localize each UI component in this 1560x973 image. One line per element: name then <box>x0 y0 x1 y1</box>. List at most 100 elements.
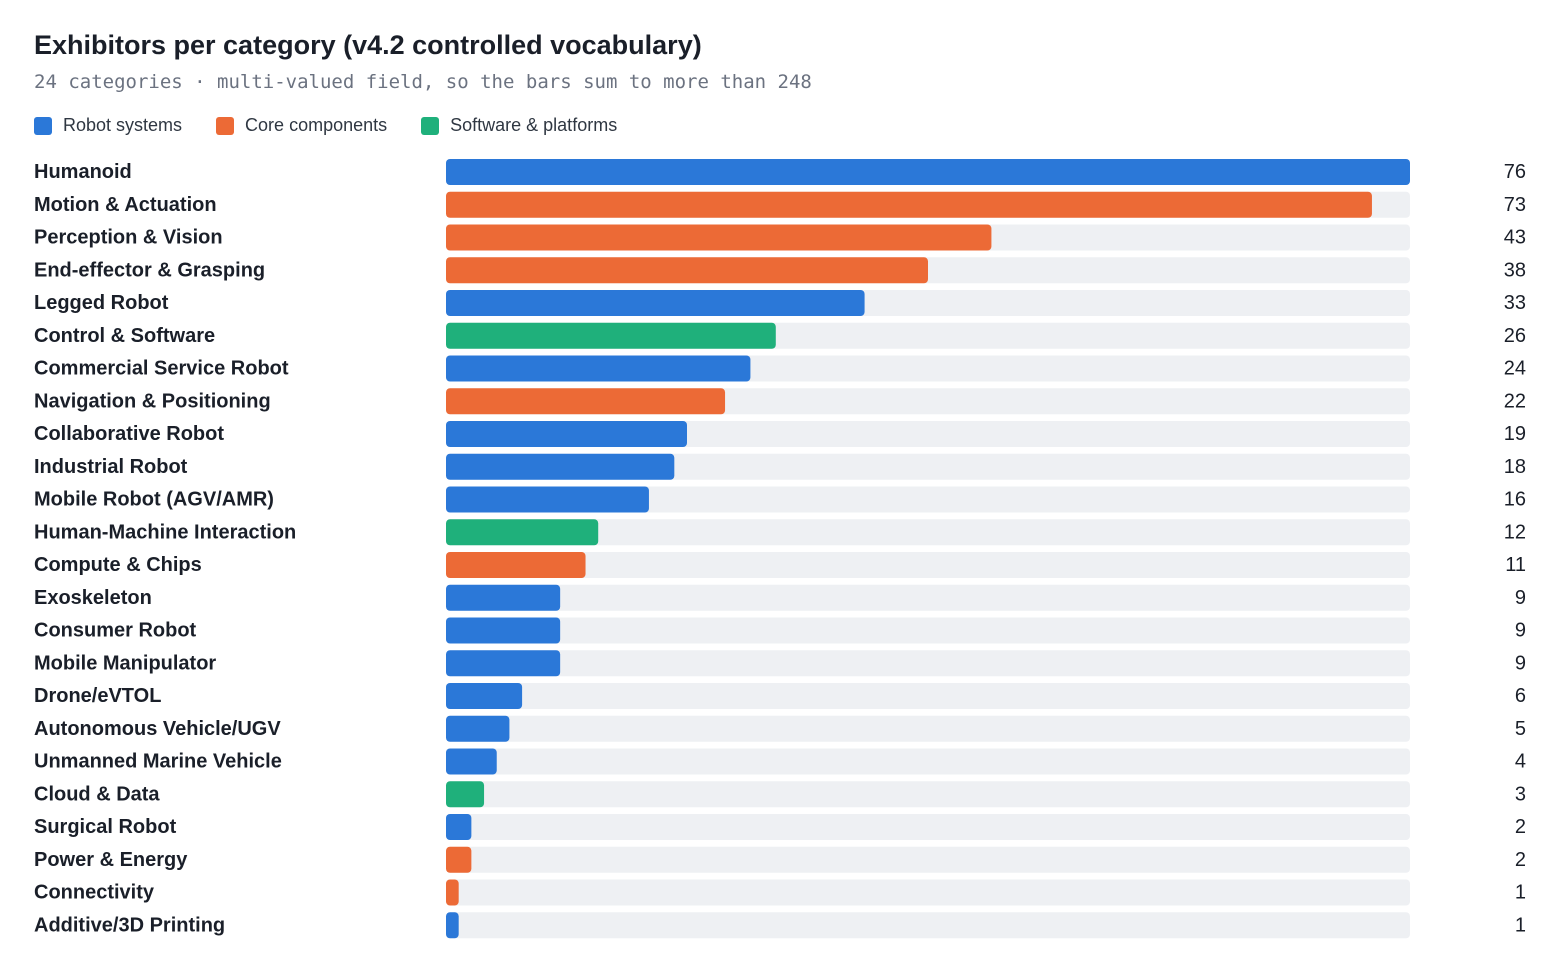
bar-track <box>446 879 1410 906</box>
value-label: 18 <box>1504 456 1526 478</box>
category-label: Motion & Actuation <box>34 194 217 216</box>
value-label: 3 <box>1515 783 1526 805</box>
value-label: 22 <box>1504 390 1526 412</box>
bar-row-consumer-robot: Consumer Robot 9 <box>34 617 1526 644</box>
bar-track <box>446 486 1410 513</box>
category-label: End-effector & Grasping <box>34 259 265 281</box>
bar <box>446 846 472 873</box>
category-label: Mobile Manipulator <box>34 652 216 674</box>
bar-row-industrial-robot: Industrial Robot 18 <box>34 453 1526 480</box>
value-label: 33 <box>1504 292 1526 314</box>
bar <box>446 191 1372 218</box>
bar <box>446 814 472 840</box>
bar-row-mobile-manipulator: Mobile Manipulator 9 <box>34 650 1526 677</box>
value-label: 43 <box>1504 227 1526 249</box>
category-label: Surgical Robot <box>34 816 177 838</box>
value-label: 2 <box>1515 816 1526 838</box>
legend-label-robot-systems: Robot systems <box>63 115 183 135</box>
legend-item-software-platforms: Software & platforms <box>421 115 617 136</box>
value-label: 9 <box>1515 652 1526 674</box>
bar-row-motion-actuation: Motion & Actuation 73 <box>34 191 1526 218</box>
category-label: Control & Software <box>34 325 215 347</box>
bar-row-legged-robot: Legged Robot 33 <box>34 290 1526 316</box>
value-label: 26 <box>1504 325 1526 347</box>
value-label: 24 <box>1504 358 1526 380</box>
value-label: 9 <box>1515 620 1526 642</box>
bar-row-human-machine-interaction: Human-Machine Interaction 12 <box>34 519 1526 546</box>
bar-track <box>446 650 1410 677</box>
value-label: 4 <box>1515 751 1526 773</box>
bar-row-humanoid: Humanoid 76 <box>34 159 1526 185</box>
bar <box>446 912 459 939</box>
legend-label-core-components: Core components <box>245 115 388 135</box>
category-label: Industrial Robot <box>34 456 188 478</box>
bar-track <box>446 519 1410 546</box>
category-label: Collaborative Robot <box>34 423 224 445</box>
value-label: 38 <box>1504 259 1526 281</box>
bar-row-power-energy: Power & Energy 2 <box>34 846 1526 873</box>
category-label: Additive/3D Printing <box>34 914 225 936</box>
bar <box>446 584 561 611</box>
category-label: Autonomous Vehicle/UGV <box>34 718 281 740</box>
bar <box>446 159 1410 185</box>
value-label: 2 <box>1515 849 1526 871</box>
bar-row-collaborative-robot: Collaborative Robot 19 <box>34 421 1526 447</box>
bar-row-compute-chips: Compute & Chips 11 <box>34 552 1526 578</box>
value-label: 1 <box>1515 882 1526 904</box>
bar-row-cloud-data: Cloud & Data 3 <box>34 781 1526 808</box>
bar-row-unmanned-marine-vehicle: Unmanned Marine Vehicle 4 <box>34 748 1526 775</box>
bar <box>446 617 561 644</box>
legend-item-robot-systems: Robot systems <box>34 115 182 136</box>
bar-row-drone-evtol: Drone/eVTOL 6 <box>34 683 1526 709</box>
bar-track <box>446 781 1410 808</box>
bar-track <box>446 552 1410 578</box>
legend-label-software-platforms: Software & platforms <box>450 115 618 135</box>
bar <box>446 224 992 251</box>
bar-track <box>446 814 1410 840</box>
bar <box>446 453 675 480</box>
bar-row-connectivity: Connectivity 1 <box>34 879 1526 906</box>
category-label: Legged Robot <box>34 292 169 314</box>
legend-swatch-core-components <box>216 116 235 135</box>
bar-track <box>446 683 1410 709</box>
bar <box>446 650 561 677</box>
bar <box>446 322 776 349</box>
category-label: Humanoid <box>34 161 132 183</box>
bar <box>446 781 485 808</box>
category-label: Mobile Robot (AGV/AMR) <box>34 489 274 511</box>
category-label: Exoskeleton <box>34 587 152 609</box>
category-label: Compute & Chips <box>34 554 202 576</box>
value-label: 19 <box>1504 423 1526 445</box>
bar-row-control-software: Control & Software 26 <box>34 322 1526 349</box>
bar-track <box>446 715 1410 742</box>
legend-swatch-robot-systems <box>34 116 52 135</box>
category-label: Drone/eVTOL <box>34 685 161 707</box>
value-label: 11 <box>1505 554 1526 576</box>
bar <box>446 715 510 742</box>
category-label: Consumer Robot <box>34 620 197 642</box>
value-label: 6 <box>1515 685 1526 707</box>
value-label: 9 <box>1515 587 1526 609</box>
bar-row-commercial-service-robot: Commercial Service Robot 24 <box>34 355 1526 382</box>
value-label: 5 <box>1515 718 1526 740</box>
category-label: Cloud & Data <box>34 783 160 805</box>
category-label: Perception & Vision <box>34 227 223 249</box>
category-label: Power & Energy <box>34 849 188 871</box>
bar <box>446 519 599 546</box>
bar-track <box>446 453 1410 480</box>
value-label: 73 <box>1504 194 1526 216</box>
chart-title: Exhibitors per category (v4.2 controlled… <box>34 30 702 60</box>
bar <box>446 748 497 775</box>
bar-row-additive-3d-printing: Additive/3D Printing 1 <box>34 912 1526 939</box>
bar <box>446 552 586 578</box>
bar <box>446 355 751 382</box>
bar <box>446 683 523 709</box>
value-label: 1 <box>1515 914 1526 936</box>
bar-row-autonomous-vehicle-ugv: Autonomous Vehicle/UGV 5 <box>34 715 1526 742</box>
legend-item-core-components: Core components <box>216 115 387 136</box>
bar <box>446 388 726 415</box>
category-label: Commercial Service Robot <box>34 358 289 380</box>
category-label: Unmanned Marine Vehicle <box>34 751 282 773</box>
bar <box>446 257 928 284</box>
